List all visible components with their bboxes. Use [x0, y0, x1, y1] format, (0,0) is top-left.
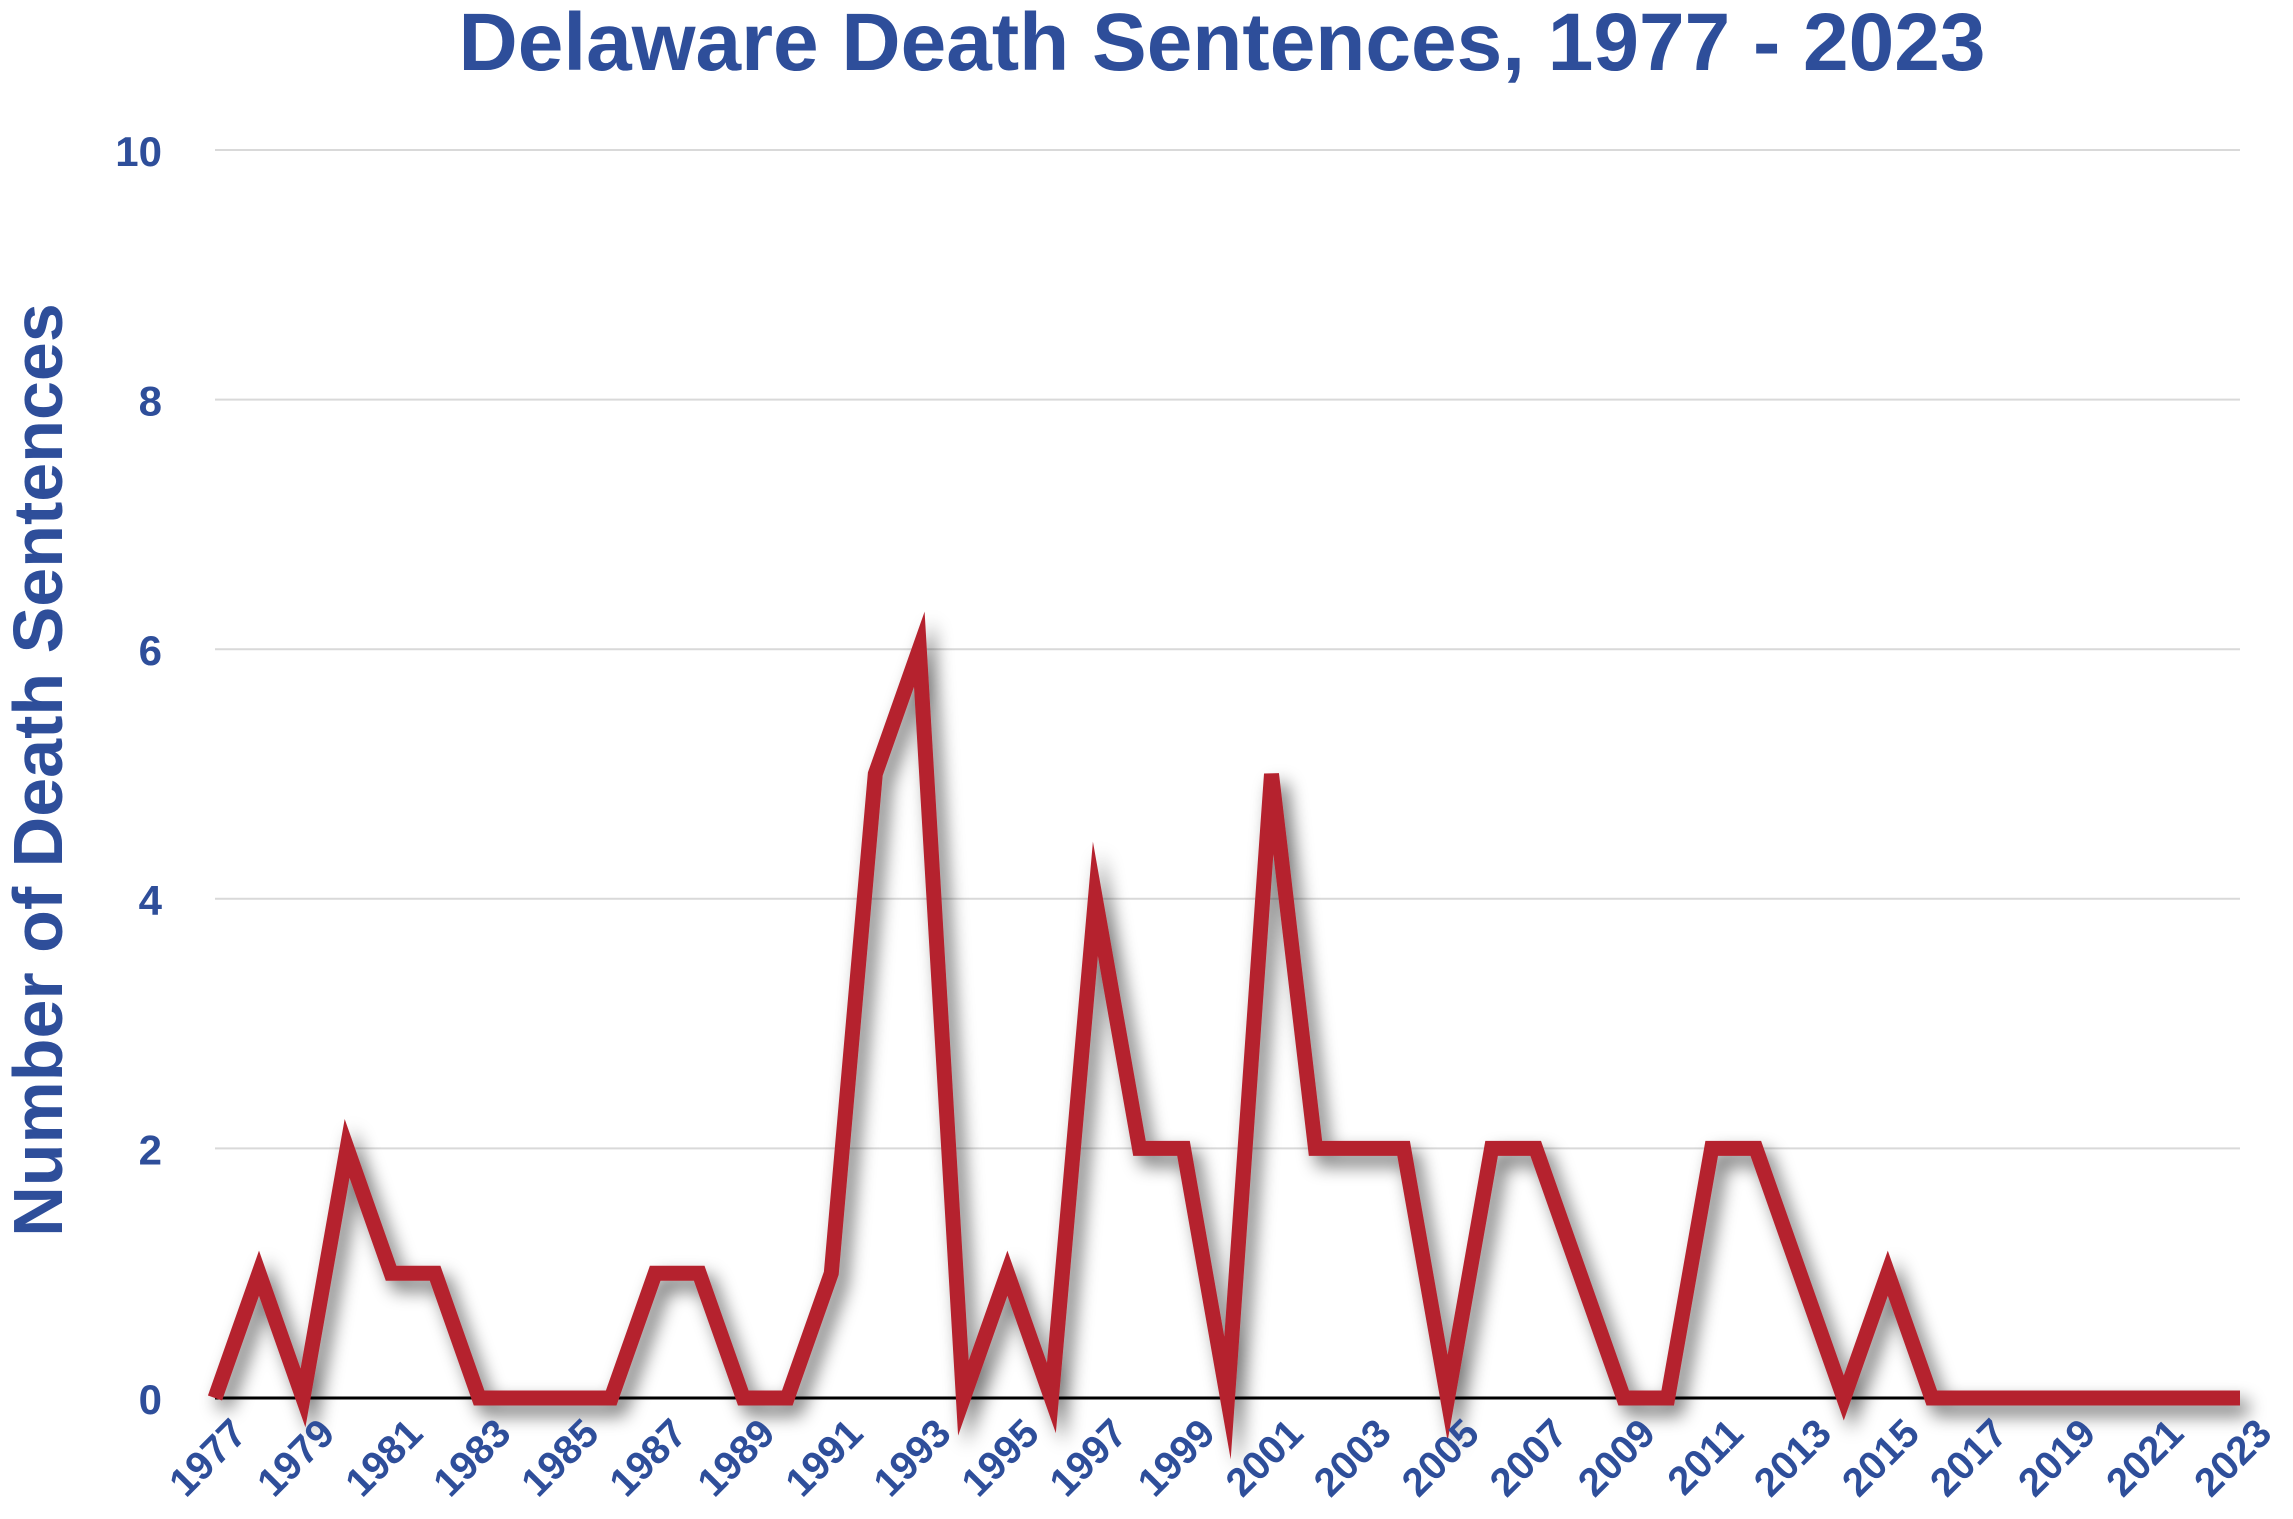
data-point-1999	[1177, 1142, 1189, 1154]
data-point-2005	[1442, 1392, 1454, 1404]
data-point-2015	[1882, 1267, 1894, 1279]
x-tick-label: 2023	[2186, 1411, 2280, 1505]
data-point-2011	[1706, 1142, 1718, 1154]
data-point-1979	[297, 1392, 309, 1404]
data-point-1982	[429, 1267, 441, 1279]
x-tick-label: 1981	[337, 1411, 431, 1505]
data-point-1986	[605, 1392, 617, 1404]
x-tick-label: 2015	[1834, 1411, 1928, 1505]
x-tick-label: 1993	[865, 1411, 959, 1505]
y-tick-label: 0	[139, 1376, 162, 1423]
x-tick-label: 2019	[2010, 1411, 2104, 1505]
y-tick-label: 4	[139, 877, 163, 924]
x-tick-label: 2011	[1659, 1411, 1751, 1503]
series-group	[207, 611, 2246, 1460]
x-tick-label: 2007	[1482, 1411, 1576, 1505]
data-point-2017	[1970, 1392, 1982, 1404]
data-point-2010	[1662, 1392, 1674, 1404]
data-point-2020	[2102, 1392, 2114, 1404]
y-tick-label: 8	[139, 378, 162, 425]
x-tick-label: 1985	[513, 1411, 607, 1505]
x-tick-label: 1983	[425, 1411, 519, 1505]
gridlines	[215, 149, 2240, 1150]
x-tick-label: 1995	[954, 1411, 1048, 1505]
data-point-2004	[1398, 1142, 1410, 1154]
data-point-2002	[1310, 1142, 1322, 1154]
data-point-2019	[2058, 1392, 2070, 1404]
data-point-1984	[517, 1392, 529, 1404]
x-tick-label: 2013	[1746, 1411, 1840, 1505]
data-point-2003	[1354, 1142, 1366, 1154]
data-point-2022	[2190, 1392, 2202, 1404]
data-point-1980	[341, 1142, 353, 1154]
x-tick-label: 1989	[689, 1411, 783, 1505]
x-tick-label: 2005	[1394, 1411, 1488, 1505]
data-point-2018	[2014, 1392, 2026, 1404]
data-point-2023	[2234, 1392, 2246, 1404]
data-point-2016	[1926, 1392, 1938, 1404]
y-tick-label: 10	[115, 128, 162, 175]
data-point-1993	[913, 643, 925, 655]
data-point-1991	[825, 1267, 837, 1279]
data-point-1997	[1089, 893, 1101, 905]
data-point-2012	[1750, 1142, 1762, 1154]
x-tick-label: 1979	[249, 1411, 343, 1505]
data-point-1978	[253, 1267, 265, 1279]
data-point-1983	[473, 1392, 485, 1404]
data-point-1985	[561, 1392, 573, 1404]
data-point-2000	[1222, 1392, 1234, 1404]
data-point-2013	[1794, 1267, 1806, 1279]
data-point-1987	[649, 1267, 661, 1279]
data-point-1981	[385, 1267, 397, 1279]
x-tick-label: 1999	[1130, 1411, 1224, 1505]
data-point-2021	[2146, 1392, 2158, 1404]
data-point-1990	[781, 1392, 793, 1404]
y-tick-label: 2	[139, 1126, 162, 1173]
data-point-1995	[1001, 1267, 1013, 1279]
data-point-1977	[209, 1392, 221, 1404]
data-point-2009	[1618, 1392, 1630, 1404]
y-axis-label: Number of Death Sentences	[0, 303, 77, 1237]
y-tick-labels: 0 2 4 6 8 10	[115, 128, 162, 1423]
data-point-2006	[1486, 1142, 1498, 1154]
data-point-1988	[693, 1267, 705, 1279]
x-tick-label: 1977	[161, 1411, 255, 1505]
x-tick-label: 1987	[601, 1411, 695, 1505]
data-point-1998	[1133, 1142, 1145, 1154]
data-point-2007	[1530, 1142, 1542, 1154]
x-tick-label: 2003	[1306, 1411, 1400, 1505]
series-line-0	[207, 611, 2240, 1460]
chart-title: Delaware Death Sentences, 1977 - 2023	[459, 0, 1986, 88]
data-point-1996	[1045, 1392, 1057, 1404]
x-tick-labels: 1977197919811983198519871989199119931995…	[161, 1411, 2280, 1505]
data-point-2014	[1838, 1392, 1850, 1404]
data-point-1992	[869, 768, 881, 780]
data-point-2001	[1266, 768, 1278, 780]
x-tick-label: 2009	[1570, 1411, 1664, 1505]
data-point-1994	[957, 1392, 969, 1404]
y-tick-label: 6	[139, 627, 162, 674]
x-tick-label: 2017	[1922, 1411, 2016, 1505]
data-point-2008	[1574, 1267, 1586, 1279]
x-tick-label: 1991	[777, 1411, 871, 1505]
x-tick-label: 2021	[2098, 1411, 2192, 1505]
data-point-1989	[737, 1392, 749, 1404]
